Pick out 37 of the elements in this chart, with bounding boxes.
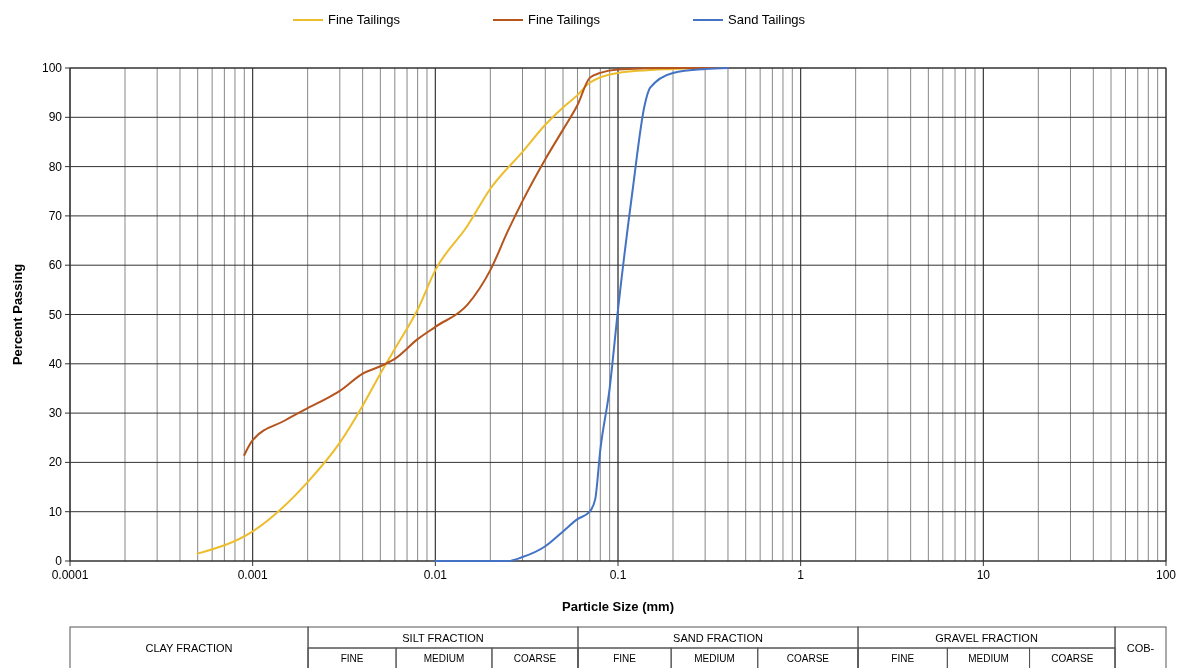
y-tick-label: 60 [48, 258, 63, 273]
y-tick-label: 10 [48, 504, 63, 519]
text: FINE [340, 653, 364, 664]
y-tick-label: 90 [48, 110, 63, 125]
text: MEDIUM [423, 653, 465, 664]
y-axis-title: Percent Passing [10, 263, 25, 366]
y-tick-label: 80 [48, 159, 63, 174]
text: MEDIUM [968, 653, 1009, 664]
text: FINE [891, 653, 915, 664]
text: CLAY FRACTION [145, 642, 233, 654]
text: SILT FRACTION [402, 631, 484, 644]
x-axis-title: Particle Size (mm) [562, 599, 674, 614]
text: COB- [1126, 642, 1155, 654]
y-tick-label: 0 [55, 554, 63, 568]
y-tick-label: 20 [48, 455, 63, 470]
x-tick-label: 0.01 [423, 568, 448, 582]
x-tick-label: 100 [1155, 568, 1177, 582]
y-tick-label: 70 [48, 208, 63, 223]
x-tick-label: 0.001 [237, 568, 269, 582]
legend-label: Fine Tailings [328, 12, 401, 27]
x-tick-label: 10 [976, 568, 991, 582]
x-tick-label: 1 [797, 568, 805, 582]
text: COARSE [786, 653, 830, 664]
text: COARSE [1051, 653, 1094, 664]
x-tick-label: 0.1 [609, 568, 627, 582]
text: FINE [613, 653, 637, 664]
y-tick-label: 50 [48, 307, 63, 322]
text: GRAVEL FRACTION [935, 631, 1038, 644]
legend-label: Fine Tailings [528, 12, 601, 27]
legend-label: Sand Tailings [728, 12, 806, 27]
y-tick-label: 40 [48, 356, 63, 371]
y-tick-label: 30 [48, 406, 63, 421]
text: MEDIUM [694, 653, 735, 664]
x-tick-label: 0.0001 [51, 568, 89, 582]
text: COARSE [513, 653, 557, 664]
y-tick-label: 100 [41, 61, 63, 75]
text: SAND FRACTION [673, 631, 763, 644]
